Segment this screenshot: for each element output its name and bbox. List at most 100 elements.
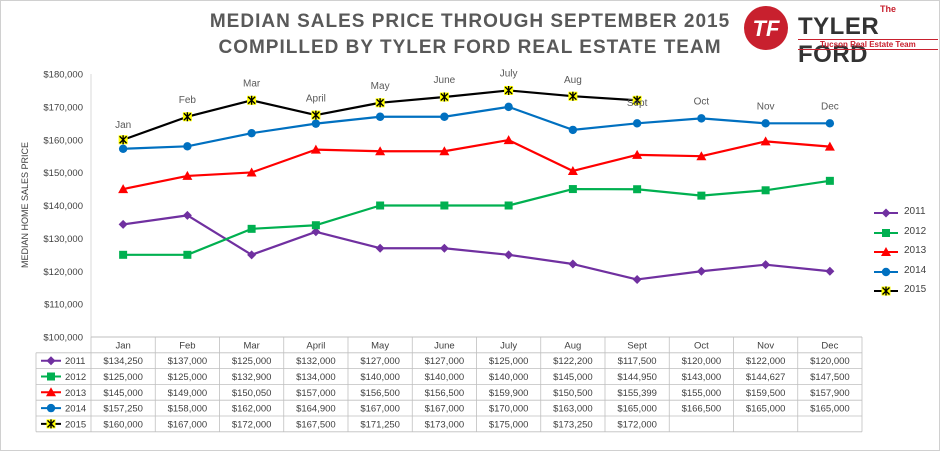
data-point bbox=[632, 274, 642, 284]
table-cell: $167,000 bbox=[360, 404, 400, 415]
table-cell: $150,050 bbox=[232, 388, 272, 399]
legend-marker-icon bbox=[874, 228, 898, 237]
x-tick-label: Dec bbox=[821, 340, 838, 351]
logo-name: TYLER FORD bbox=[798, 13, 880, 68]
table-legend-marker bbox=[46, 387, 56, 397]
table-cell: $166,500 bbox=[682, 404, 722, 415]
y-tick-label: $110,000 bbox=[44, 300, 83, 311]
table-cell: $165,000 bbox=[746, 404, 786, 415]
table-cell: $167,000 bbox=[425, 404, 465, 415]
legend-marker bbox=[881, 286, 891, 296]
chart-title: MEDIAN SALES PRICE THROUGH SEPTEMBER 201… bbox=[209, 11, 731, 32]
table-cell: $127,000 bbox=[425, 356, 465, 367]
marker-cross bbox=[47, 419, 55, 429]
table-cell: $120,000 bbox=[682, 356, 722, 367]
table-cell: $162,000 bbox=[232, 404, 272, 415]
data-point bbox=[247, 128, 256, 138]
table-cell: $144,950 bbox=[617, 372, 657, 383]
marker-cross bbox=[882, 286, 890, 296]
data-point bbox=[247, 224, 256, 233]
month-annotation: Oct bbox=[694, 97, 710, 108]
month-annotation: July bbox=[500, 69, 518, 80]
table-series-name: 2011 bbox=[65, 356, 85, 367]
data-point bbox=[439, 92, 449, 102]
series-line bbox=[122, 214, 830, 281]
table-series-name: 2013 bbox=[65, 388, 86, 399]
legend-marker bbox=[882, 228, 890, 237]
data-point bbox=[696, 266, 706, 276]
table-cell: $164,900 bbox=[296, 404, 336, 415]
data-point bbox=[504, 250, 514, 260]
series-2013 bbox=[118, 135, 835, 194]
data-point bbox=[567, 165, 578, 175]
table-cell: $140,000 bbox=[489, 372, 529, 383]
data-point bbox=[568, 185, 577, 194]
legend-marker-icon bbox=[874, 267, 898, 276]
table-series-name: 2014 bbox=[65, 404, 86, 415]
table-cell: $140,000 bbox=[360, 372, 400, 383]
series-2012 bbox=[119, 176, 834, 259]
table-cell: $167,500 bbox=[296, 419, 336, 430]
table-cell: $155,000 bbox=[682, 388, 722, 399]
table-cell: $172,000 bbox=[617, 419, 657, 430]
logo-mark: TF bbox=[753, 16, 780, 41]
x-tick-label: Nov bbox=[757, 340, 774, 351]
data-point bbox=[697, 191, 706, 200]
x-tick-label: Feb bbox=[179, 340, 195, 351]
data-point bbox=[182, 112, 192, 122]
data-point bbox=[824, 141, 835, 151]
data-point bbox=[504, 201, 513, 210]
legend-marker bbox=[881, 247, 891, 256]
table-cell: $165,000 bbox=[810, 404, 850, 415]
data-point bbox=[761, 260, 771, 270]
data-point bbox=[375, 146, 386, 156]
legend-item-2013: 2013 bbox=[872, 243, 938, 263]
table-cell: $160,000 bbox=[103, 419, 143, 430]
legend-item-2015: 2015 bbox=[872, 282, 938, 302]
table-cell: $156,500 bbox=[360, 388, 400, 399]
table-cell: $125,000 bbox=[489, 356, 529, 367]
legend-marker bbox=[881, 208, 891, 218]
table-cell: $125,000 bbox=[103, 372, 143, 383]
table-legend-marker bbox=[46, 419, 56, 429]
table-cell: $170,000 bbox=[489, 404, 529, 415]
table-cell: $117,500 bbox=[618, 356, 657, 367]
series-2011 bbox=[118, 210, 835, 284]
data-point bbox=[118, 135, 128, 145]
y-tick-label: $160,000 bbox=[43, 135, 83, 146]
data-point bbox=[440, 112, 449, 121]
table-cell: $147,500 bbox=[810, 372, 850, 383]
marker-cross bbox=[440, 92, 449, 102]
data-point bbox=[439, 243, 449, 253]
data-point bbox=[696, 151, 707, 161]
month-annotation: Nov bbox=[757, 102, 775, 113]
month-annotation: May bbox=[371, 81, 390, 92]
legend-marker-icon bbox=[874, 208, 898, 218]
table-cell: $137,000 bbox=[168, 356, 208, 367]
month-annotation: Sept bbox=[627, 98, 648, 109]
table-cell: $157,900 bbox=[810, 388, 850, 399]
legend-marker bbox=[881, 267, 891, 276]
marker-cross bbox=[568, 91, 577, 101]
brand-logo: TF The TYLER FORD Tucson Real Estate Tea… bbox=[740, 4, 938, 68]
data-point bbox=[246, 167, 257, 177]
data-point bbox=[310, 144, 321, 154]
marker-cross bbox=[504, 85, 513, 95]
logo-tagline: Tucson Real Estate Team bbox=[820, 40, 916, 49]
data-point bbox=[311, 227, 321, 237]
table-cell: $172,000 bbox=[232, 419, 272, 430]
table-cell: $143,000 bbox=[682, 372, 722, 383]
data-point bbox=[568, 125, 578, 135]
data-point bbox=[118, 144, 128, 153]
table-cell: $134,000 bbox=[296, 372, 336, 383]
data-point bbox=[825, 266, 835, 276]
x-tick-label: Aug bbox=[564, 340, 581, 351]
legend-item-2014: 2014 bbox=[872, 263, 938, 283]
data-point bbox=[503, 135, 514, 145]
data-point bbox=[440, 201, 449, 210]
data-point bbox=[182, 170, 193, 180]
legend-marker-icon bbox=[874, 286, 898, 296]
month-annotation: Feb bbox=[179, 95, 197, 106]
series-line bbox=[123, 179, 831, 256]
x-tick-label: July bbox=[500, 340, 517, 351]
